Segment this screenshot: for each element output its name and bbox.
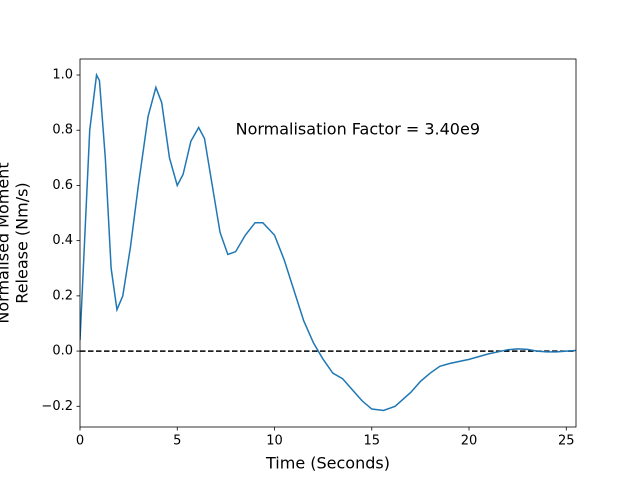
y-tick-label: 0.2 <box>52 288 73 303</box>
x-tick-label: 20 <box>461 434 478 449</box>
y-tick-label: 0.4 <box>52 233 73 248</box>
plot-frame <box>79 58 577 428</box>
x-tick-label: 10 <box>266 434 283 449</box>
x-axis-label: Time (Seconds) <box>265 454 390 473</box>
y-axis-label: Normalised Moment <box>0 162 13 323</box>
x-tick-label: 25 <box>558 434 575 449</box>
x-tick-label: 0 <box>76 434 84 449</box>
y-tick-label: 0.6 <box>52 178 73 193</box>
y-tick-label: 0.0 <box>52 344 73 359</box>
y-tick-label: 1.0 <box>52 68 73 83</box>
x-tick-label: 5 <box>173 434 181 449</box>
y-tick-label: 0.8 <box>52 123 73 138</box>
y-axis-label: Release (Nm/s) <box>13 182 32 303</box>
y-tick-label: −0.2 <box>41 399 73 414</box>
annotation: Normalisation Factor = 3.40e9 <box>236 120 480 139</box>
data-line <box>80 72 576 412</box>
x-tick-label: 15 <box>363 434 380 449</box>
